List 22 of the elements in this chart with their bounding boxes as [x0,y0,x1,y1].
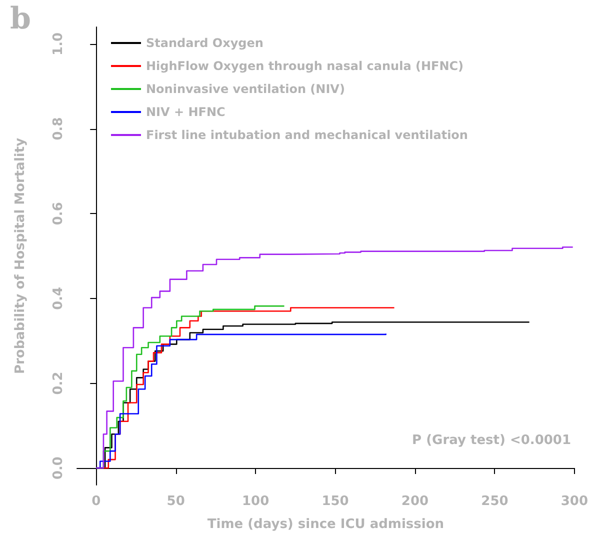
legend-label: Standard Oxygen [146,36,264,50]
x-tick-label: 200 [401,494,429,509]
x-axis-title: Time (days) since ICU admission [207,517,444,532]
text: b [10,2,31,36]
y-tick-label: 0.8 [51,117,66,140]
x-tick-label: 250 [481,494,508,509]
y-tick-label: 0.2 [51,372,66,395]
legend-label: Noninvasive ventilation (NIV) [146,82,345,96]
y-tick-label: 0.6 [51,202,66,226]
x-tick-label: 150 [322,494,349,509]
annotation: P (Gray test) <0.0001 [412,433,572,448]
y-tick-label: 0.4 [51,286,66,310]
y-tick-label: 0.0 [51,456,66,480]
legend-label: HighFlow Oxygen through nasal canula (HFNC) [146,59,464,73]
x-tick-label: 100 [242,494,270,509]
x-tick-label: 50 [166,494,185,509]
x-tick-label: 0 [92,494,101,509]
legend-label: First line intubation and mechanical ventilation [146,128,468,142]
legend-label: NIV + HFNC [146,105,226,119]
y-axis-title: Probability of Hospital Mortality [13,137,28,374]
y-tick-label: 1.0 [51,32,66,56]
x-tick-label: 300 [560,494,588,509]
